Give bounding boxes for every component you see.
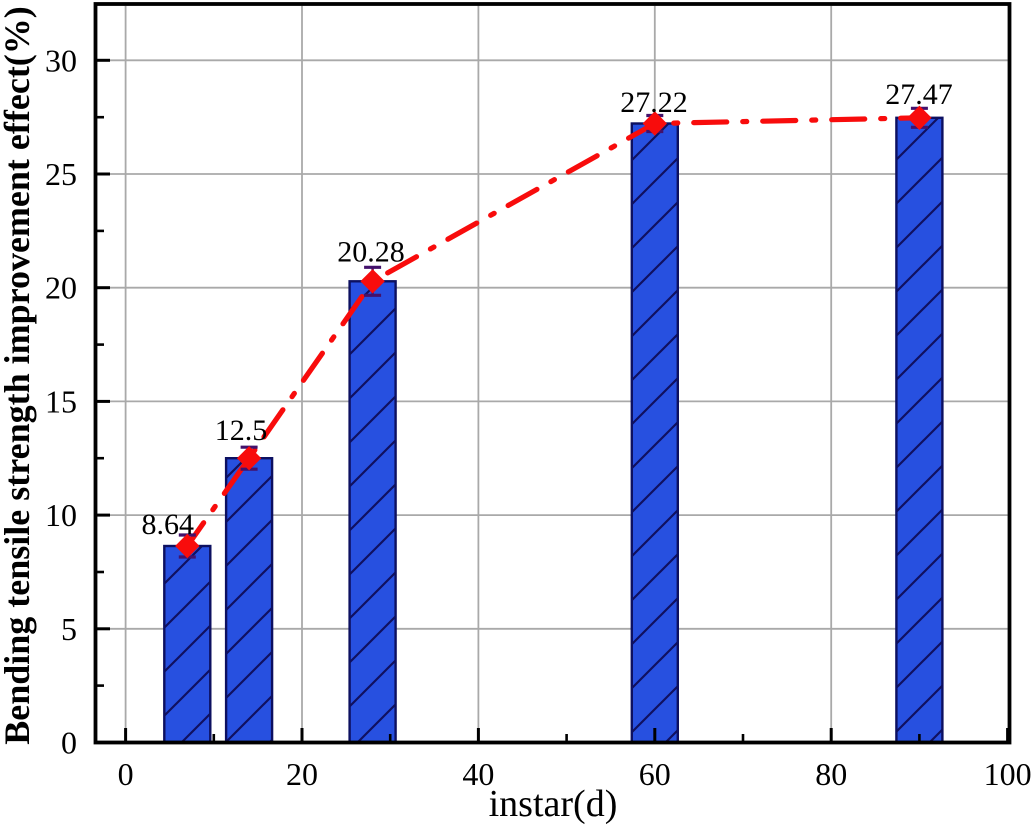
svg-text:0: 0 [61, 725, 77, 761]
svg-text:30: 30 [45, 42, 77, 78]
svg-text:20: 20 [45, 270, 77, 306]
svg-text:5: 5 [61, 611, 77, 647]
svg-text:100: 100 [984, 756, 1032, 792]
svg-text:20.28: 20.28 [337, 235, 405, 268]
svg-text:8.64: 8.64 [142, 508, 195, 541]
svg-text:12.5: 12.5 [215, 414, 268, 447]
svg-text:60: 60 [639, 756, 671, 792]
svg-text:80: 80 [815, 756, 847, 792]
svg-text:25: 25 [45, 156, 77, 192]
svg-text:27.47: 27.47 [885, 78, 953, 111]
svg-text:instar(d): instar(d) [489, 783, 618, 825]
svg-text:27.22: 27.22 [620, 86, 688, 119]
svg-text:Bending tensile strength impro: Bending tensile strength improvement eff… [0, 6, 37, 745]
svg-text:15: 15 [45, 383, 77, 419]
svg-text:10: 10 [45, 497, 77, 533]
svg-text:40: 40 [462, 756, 494, 792]
svg-text:0: 0 [118, 756, 134, 792]
svg-text:20: 20 [286, 756, 318, 792]
